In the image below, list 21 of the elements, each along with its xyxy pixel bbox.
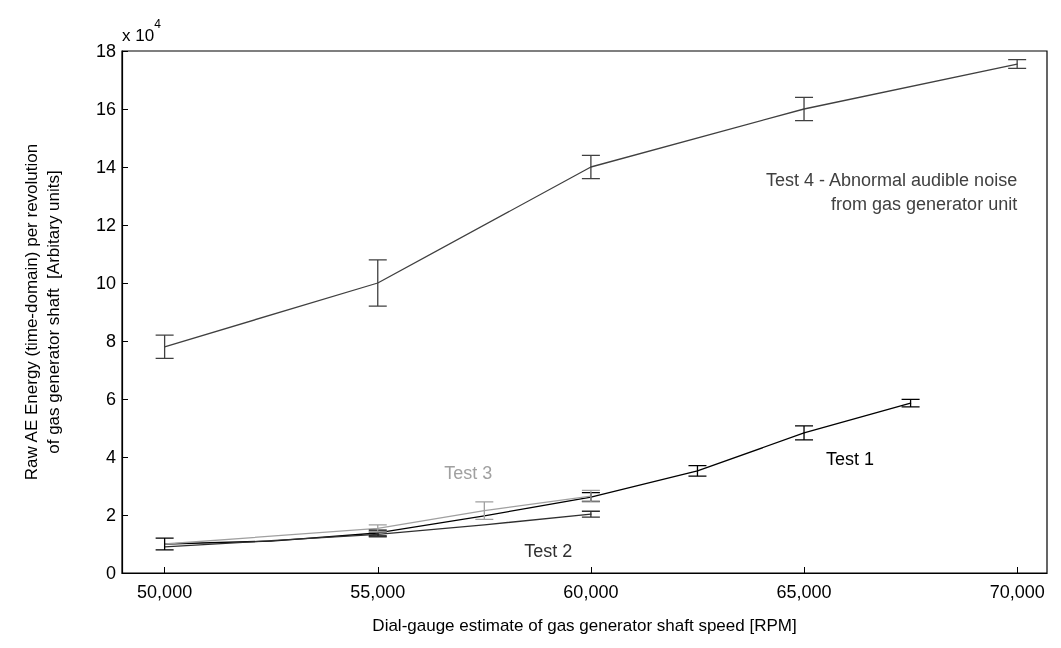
series-label: Test 2 — [524, 540, 573, 561]
y-tick-label: 6 — [105, 389, 116, 409]
x-tick-label: 65,000 — [776, 582, 832, 602]
x-tick-label: 70,000 — [989, 582, 1045, 602]
x-tick-label: 60,000 — [563, 582, 619, 602]
y-tick-label: 12 — [95, 215, 116, 235]
y-tick-label: 4 — [105, 447, 116, 467]
x-tick-label: 50,000 — [137, 582, 193, 602]
x-axis-title: Dial-gauge estimate of gas generator shaft speed [RPM] — [372, 616, 797, 635]
y-tick-label: 8 — [105, 331, 116, 351]
series-label: Test 1 — [826, 448, 875, 469]
x-tick-label: 55,000 — [350, 582, 406, 602]
y-axis-title: Raw AE Energy (time-domain) per revolution of gas generator shaft [Arbitary units] — [21, 143, 63, 481]
text: Test 4 - Abnormal audible noise from gas generator unit — [766, 170, 1018, 215]
y-tick-label: 10 — [95, 273, 116, 293]
y-tick-label: 2 — [105, 505, 116, 525]
y-tick-label: 18 — [95, 41, 116, 61]
y-tick-label: 0 — [105, 563, 116, 583]
y-tick-label: 14 — [95, 157, 116, 177]
y-tick-label: 16 — [95, 99, 116, 119]
series-label: Test 3 — [444, 462, 493, 483]
